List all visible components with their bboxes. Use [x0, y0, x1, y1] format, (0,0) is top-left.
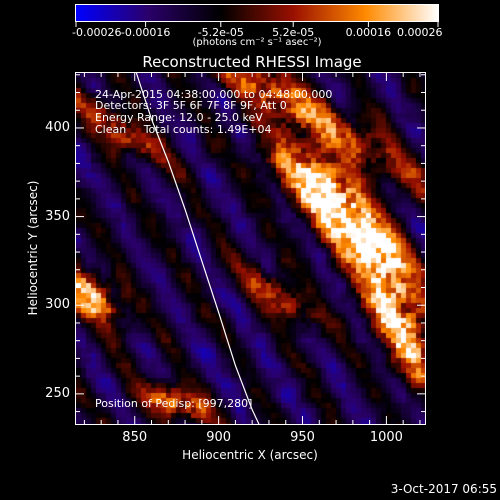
annotation-detectors: Detectors: 3F 5F 6F 7F 8F 9F, Att 0 [95, 99, 287, 112]
x-axis-ticks [83, 73, 421, 424]
plot-frame [75, 72, 426, 425]
chart-title: Reconstructed RHESSI Image [142, 53, 362, 71]
x-tick-label: 850 [122, 430, 148, 445]
x-tick-label: 1000 [369, 430, 403, 445]
annotation-time-range: 24-Apr-2015 04:38:00.000 to 04:48:00.000 [95, 88, 333, 101]
colorbar-tick-label: -0.00026 [72, 26, 122, 39]
annotation-pedisp: Position of Pedisp: [997,280] [95, 397, 253, 410]
y-tick-label: 250 [45, 385, 70, 401]
solar-limb-curve [135, 72, 260, 425]
colorbar-units: (photons cm⁻² s⁻¹ asec⁻²) [192, 37, 322, 48]
colorbar-tick-label: 0.00026 [397, 26, 443, 39]
footer-timestamp: 3-Oct-2017 06:55 [390, 482, 497, 496]
colorbar-tick-label: -0.00016 [120, 26, 171, 39]
x-axis-label: Heliocentric X (arcsec) [182, 448, 318, 462]
y-axis-ticks [76, 74, 425, 413]
colorbar-ticks [75, 22, 439, 27]
y-tick-label: 350 [45, 208, 70, 224]
colorbar-tick-label: 5.2e-05 [272, 26, 315, 39]
annotation-method-counts: Clean Total counts: 1.49E+04 [95, 123, 272, 136]
y-axis-label: Heliocentric Y (arcsec) [26, 180, 40, 316]
y-tick-label: 400 [45, 119, 70, 135]
colorbar-tick-label: -5.2e-05 [197, 26, 244, 39]
y-tick-label: 300 [45, 297, 70, 313]
heatmap-image [76, 73, 425, 424]
colorbar-tick-label: 0.00016 [345, 26, 392, 39]
x-tick-label: 900 [206, 430, 232, 445]
colorbar-gradient [75, 4, 439, 22]
annotation-energy: Energy Range: 12.0 - 25.0 keV [95, 111, 263, 124]
x-tick-label: 950 [290, 430, 315, 445]
